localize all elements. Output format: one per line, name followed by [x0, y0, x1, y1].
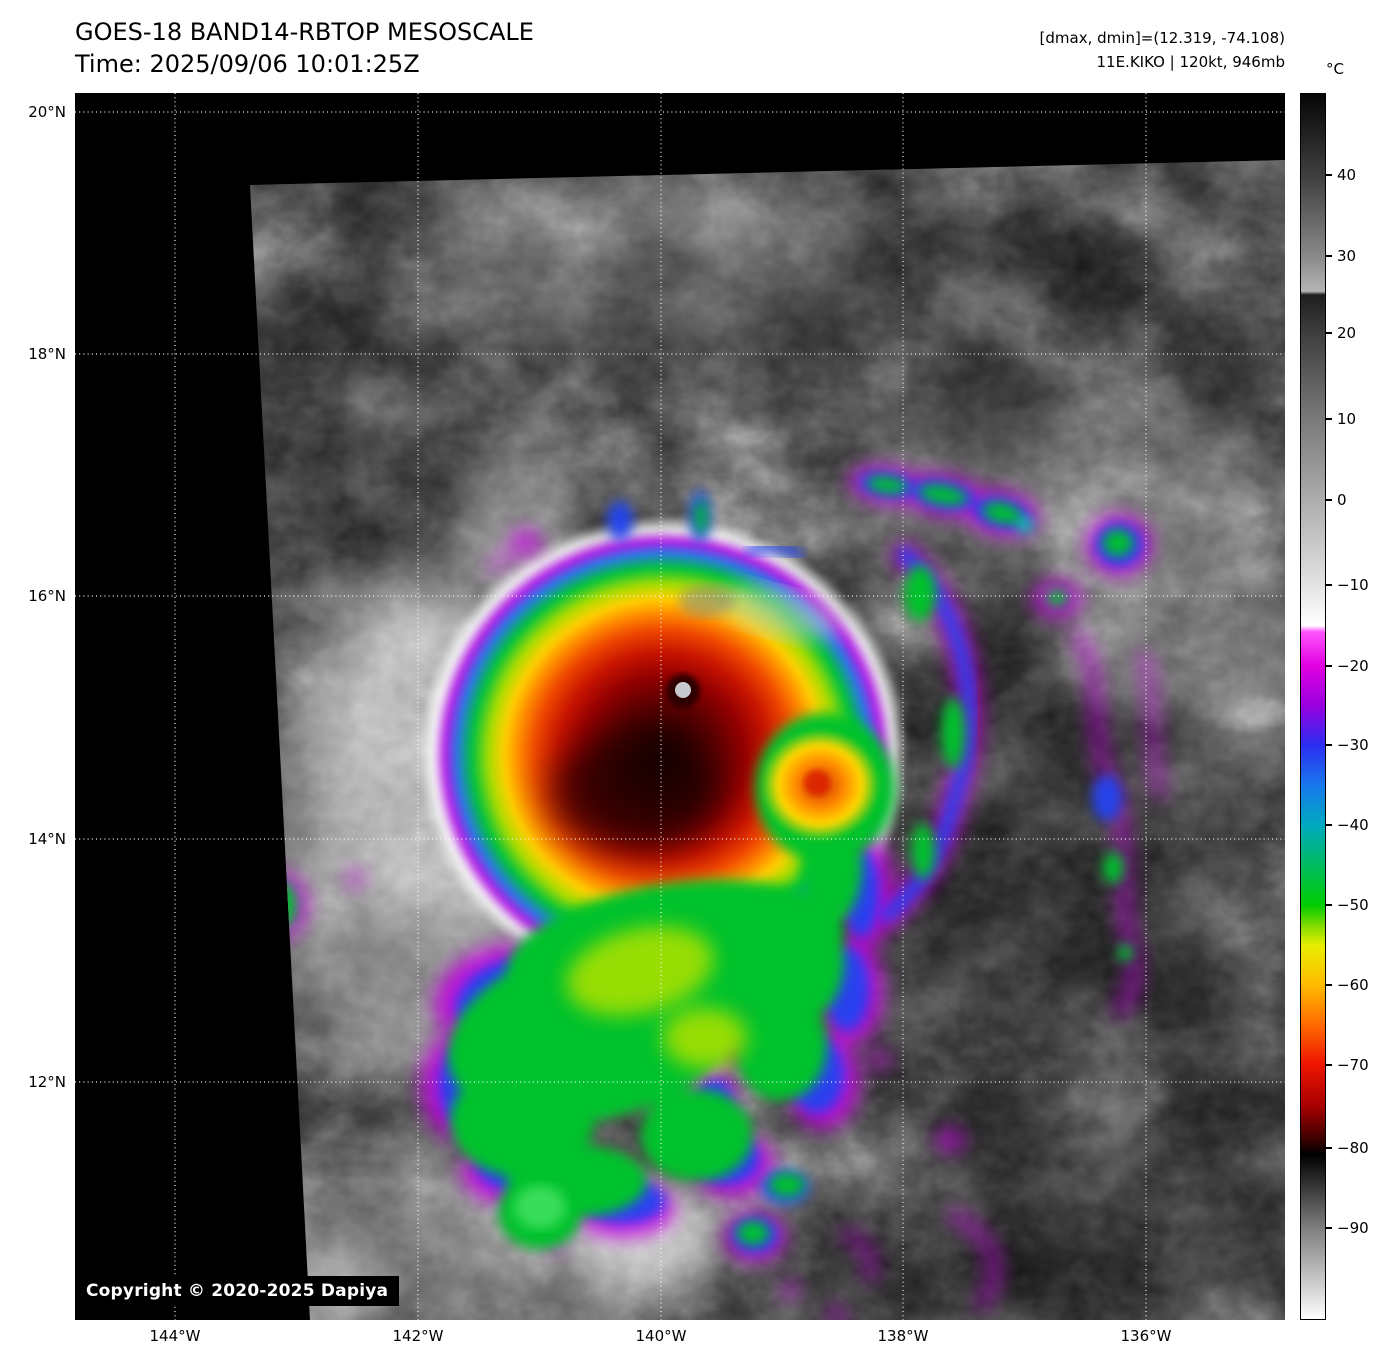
lat-tick-label: 12°N — [28, 1073, 66, 1091]
satellite-swath — [250, 160, 1285, 1320]
colorbar-tick: 40 — [1326, 166, 1356, 184]
colorbar-tick: −50 — [1326, 896, 1369, 914]
colorbar-tick-label: −20 — [1337, 657, 1369, 675]
colorbar-tick-mark — [1326, 904, 1332, 906]
colorbar-tick-mark — [1326, 174, 1332, 176]
colorbar-tick-mark — [1326, 1064, 1332, 1066]
colorbar-tick-label: −60 — [1337, 976, 1369, 994]
dmax-dmin-readout: [dmax, dmin]=(12.319, -74.108) — [1039, 29, 1285, 47]
colorbar-tick-label: −80 — [1337, 1139, 1369, 1157]
colorbar-tick-mark — [1326, 744, 1332, 746]
south-convective-cell — [514, 1185, 566, 1229]
colorbar-unit-label: °C — [1326, 60, 1344, 78]
colorbar-tick: −80 — [1326, 1139, 1369, 1157]
hurricane-eye — [666, 674, 700, 708]
colorbar-tick-mark — [1326, 332, 1332, 334]
cold-band-yellow — [566, 926, 747, 1068]
lat-tick-label: 20°N — [28, 103, 66, 121]
grid-lines — [75, 93, 1285, 1320]
header-title-block: GOES-18 BAND14-RBTOP MESOSCALE Time: 202… — [75, 16, 534, 80]
colorbar-tick-label: −10 — [1337, 576, 1369, 594]
colorbar-tick-label: 0 — [1337, 491, 1347, 509]
lon-tick-label: 136°W — [1120, 1327, 1172, 1345]
lon-tick-label: 138°W — [877, 1327, 929, 1345]
colorbar-tick: −10 — [1326, 576, 1369, 594]
colorbar-tick: −40 — [1326, 816, 1369, 834]
storm-info: 11E.KIKO | 120kt, 946mb — [1096, 53, 1285, 71]
colorbar-tick-mark — [1326, 1227, 1332, 1229]
colorbar-tick-label: −30 — [1337, 736, 1369, 754]
colorbar-tick-label: 30 — [1337, 247, 1357, 265]
lon-tick-label: 140°W — [635, 1327, 687, 1345]
product-title: GOES-18 BAND14-RBTOP MESOSCALE — [75, 18, 534, 46]
colorbar-tick: −90 — [1326, 1219, 1369, 1237]
copyright-badge: Copyright © 2020-2025 Dapiya — [75, 1276, 400, 1306]
colorbar-tick-label: 40 — [1337, 166, 1357, 184]
colorbar-tick-label: −40 — [1337, 816, 1369, 834]
colorbar-ticks: 40 30 20 10 0 −10 −20 −30 −40 −50 −60 −7… — [1326, 93, 1386, 1320]
colorbar-tick-mark — [1326, 984, 1332, 986]
colorbar-tick-label: 10 — [1337, 410, 1357, 428]
header-right-block: [dmax, dmin]=(12.319, -74.108) 11E.KIKO … — [1040, 26, 1285, 74]
colorbar-tick-mark — [1326, 584, 1332, 586]
colorbar-tick-mark — [1326, 499, 1332, 501]
north-blue-streak — [745, 542, 805, 562]
colorbar-tick-label: −50 — [1337, 896, 1369, 914]
colorbar-tick: −30 — [1326, 736, 1369, 754]
colorbar-tick-mark — [1326, 255, 1332, 257]
satellite-scene — [75, 93, 1285, 1320]
colorbar-tick-label: −90 — [1337, 1219, 1369, 1237]
colorbar-tick: −20 — [1326, 657, 1369, 675]
colorbar-tick: −70 — [1326, 1056, 1369, 1074]
colorbar-tick-mark — [1326, 418, 1332, 420]
lon-tick-label: 144°W — [149, 1327, 201, 1345]
satellite-image-panel — [75, 93, 1285, 1320]
colorbar — [1300, 93, 1326, 1320]
warm-notch — [721, 585, 839, 641]
colorbar-tick: −60 — [1326, 976, 1369, 994]
coldest-tops — [550, 735, 720, 851]
colorbar-tick: 30 — [1326, 247, 1356, 265]
colorbar-tick: 10 — [1326, 410, 1356, 428]
colorbar-tick-mark — [1326, 665, 1332, 667]
lat-tick-label: 14°N — [28, 830, 66, 848]
secondary-convection-red-core — [804, 770, 830, 796]
lat-tick-label: 18°N — [28, 345, 66, 363]
colorbar-tick: 20 — [1326, 324, 1356, 342]
dry-slot — [679, 585, 735, 617]
colorbar-tick: 0 — [1326, 491, 1347, 509]
colorbar-tick-mark — [1326, 824, 1332, 826]
lat-tick-label: 16°N — [28, 587, 66, 605]
lon-tick-label: 142°W — [392, 1327, 444, 1345]
colorbar-tick-label: 20 — [1337, 324, 1357, 342]
timestamp: Time: 2025/09/06 10:01:25Z — [75, 50, 420, 78]
colorbar-tick-label: −70 — [1337, 1056, 1369, 1074]
colorbar-tick-mark — [1326, 1147, 1332, 1149]
cold-band-blue-arc — [880, 548, 976, 922]
